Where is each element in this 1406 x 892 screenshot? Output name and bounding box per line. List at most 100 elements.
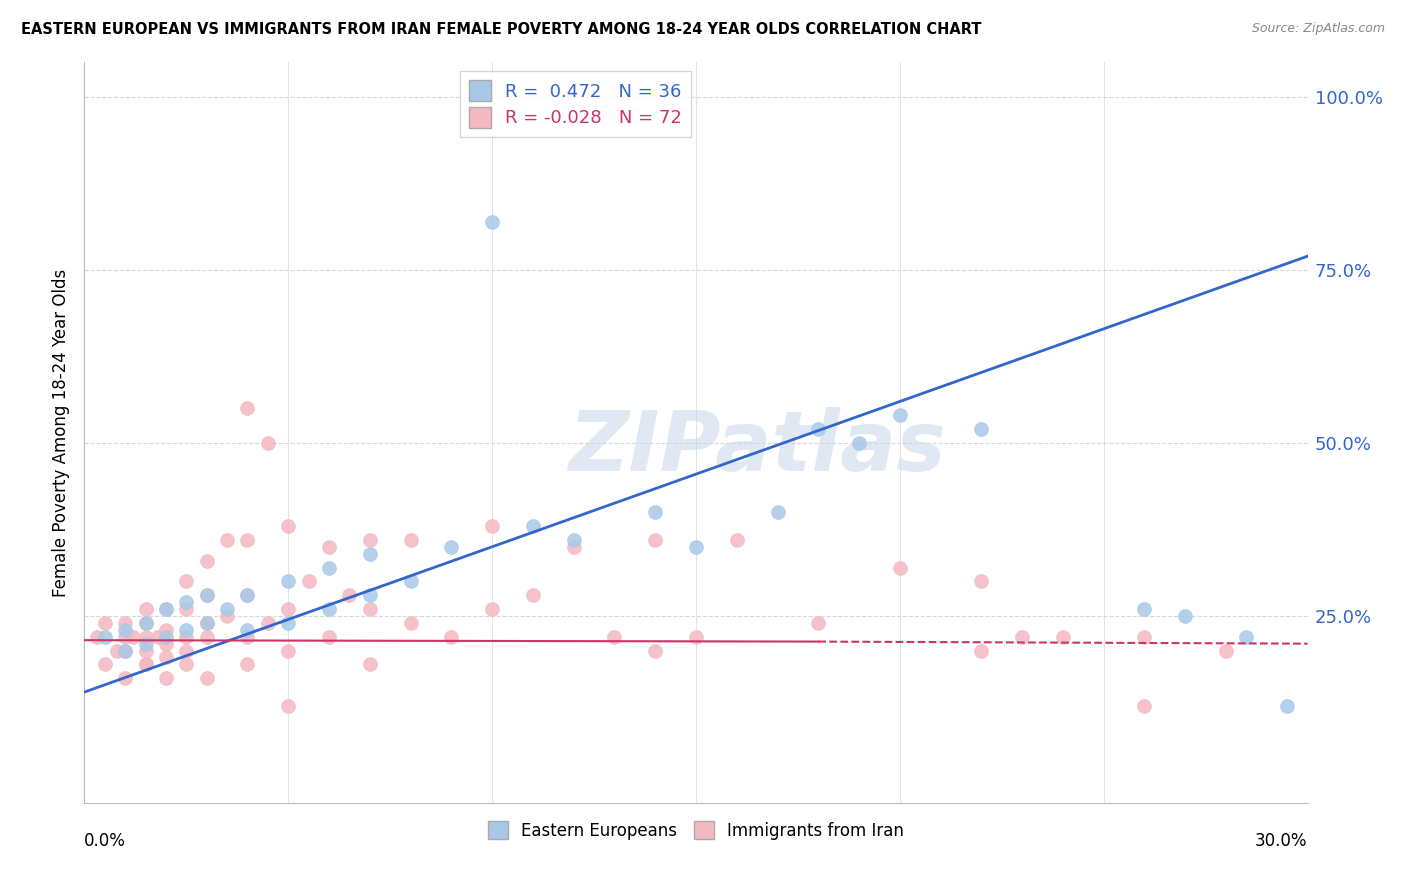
Point <box>277 698 299 713</box>
Point <box>155 637 177 651</box>
Point <box>339 588 361 602</box>
Point <box>135 657 157 672</box>
Point <box>298 574 321 589</box>
Point <box>155 630 177 644</box>
Point <box>359 533 381 547</box>
Point <box>889 409 911 423</box>
Text: Source: ZipAtlas.com: Source: ZipAtlas.com <box>1251 22 1385 36</box>
Point <box>217 533 239 547</box>
Point <box>174 595 197 609</box>
Point <box>174 574 197 589</box>
Text: ZIPatlas: ZIPatlas <box>568 407 946 488</box>
Point <box>970 643 993 657</box>
Point <box>1133 698 1156 713</box>
Point <box>195 588 218 602</box>
Point <box>114 623 136 637</box>
Point <box>359 602 381 616</box>
Point <box>155 623 177 637</box>
Point <box>236 588 259 602</box>
Point <box>236 657 259 672</box>
Point <box>1052 630 1074 644</box>
Point <box>236 623 259 637</box>
Point <box>174 602 197 616</box>
Text: 0.0%: 0.0% <box>84 832 127 850</box>
Point <box>685 540 707 554</box>
Point <box>725 533 748 547</box>
Point <box>135 643 157 657</box>
Point <box>217 602 239 616</box>
Point <box>318 602 340 616</box>
Point <box>135 615 157 630</box>
Point <box>970 422 993 436</box>
Point <box>1277 698 1299 713</box>
Point <box>1011 630 1033 644</box>
Point <box>114 671 136 685</box>
Point <box>155 602 177 616</box>
Point <box>195 554 218 568</box>
Point <box>359 588 381 602</box>
Point <box>135 637 157 651</box>
Point <box>135 615 157 630</box>
Point <box>481 214 503 228</box>
Point <box>174 643 197 657</box>
Point <box>122 630 145 644</box>
Point <box>644 533 666 547</box>
Point <box>1133 630 1156 644</box>
Legend: Eastern Europeans, Immigrants from Iran: Eastern Europeans, Immigrants from Iran <box>481 814 911 847</box>
Point <box>399 533 422 547</box>
Point <box>807 422 830 436</box>
Point <box>359 657 381 672</box>
Point <box>399 615 422 630</box>
Text: EASTERN EUROPEAN VS IMMIGRANTS FROM IRAN FEMALE POVERTY AMONG 18-24 YEAR OLDS CO: EASTERN EUROPEAN VS IMMIGRANTS FROM IRAN… <box>21 22 981 37</box>
Point <box>318 630 340 644</box>
Point <box>562 540 585 554</box>
Point <box>257 436 280 450</box>
Point <box>277 602 299 616</box>
Point <box>195 615 218 630</box>
Point <box>277 574 299 589</box>
Point <box>685 630 707 644</box>
Point <box>1133 602 1156 616</box>
Point <box>277 615 299 630</box>
Point <box>155 650 177 665</box>
Point <box>93 630 115 644</box>
Text: 30.0%: 30.0% <box>1256 832 1308 850</box>
Point <box>174 657 197 672</box>
Point <box>277 643 299 657</box>
Point <box>644 505 666 519</box>
Point <box>522 588 544 602</box>
Point <box>807 615 830 630</box>
Point <box>359 547 381 561</box>
Point <box>114 643 136 657</box>
Point <box>440 630 463 644</box>
Point <box>766 505 789 519</box>
Point <box>522 519 544 533</box>
Y-axis label: Female Poverty Among 18-24 Year Olds: Female Poverty Among 18-24 Year Olds <box>52 268 70 597</box>
Point <box>155 671 177 685</box>
Point <box>195 630 218 644</box>
Point <box>86 630 108 644</box>
Point <box>644 643 666 657</box>
Point <box>603 630 626 644</box>
Point <box>481 519 503 533</box>
Point <box>848 436 870 450</box>
Point <box>195 588 218 602</box>
Point <box>236 401 259 416</box>
Point <box>1236 630 1258 644</box>
Point <box>318 560 340 574</box>
Point <box>440 540 463 554</box>
Point <box>114 615 136 630</box>
Point <box>174 623 197 637</box>
Point <box>195 671 218 685</box>
Point <box>217 609 239 624</box>
Point <box>1215 643 1237 657</box>
Point <box>114 630 136 644</box>
Point <box>562 533 585 547</box>
Point <box>93 615 115 630</box>
Point <box>277 519 299 533</box>
Point <box>105 643 128 657</box>
Point <box>236 630 259 644</box>
Point <box>155 602 177 616</box>
Point <box>93 657 115 672</box>
Point <box>174 630 197 644</box>
